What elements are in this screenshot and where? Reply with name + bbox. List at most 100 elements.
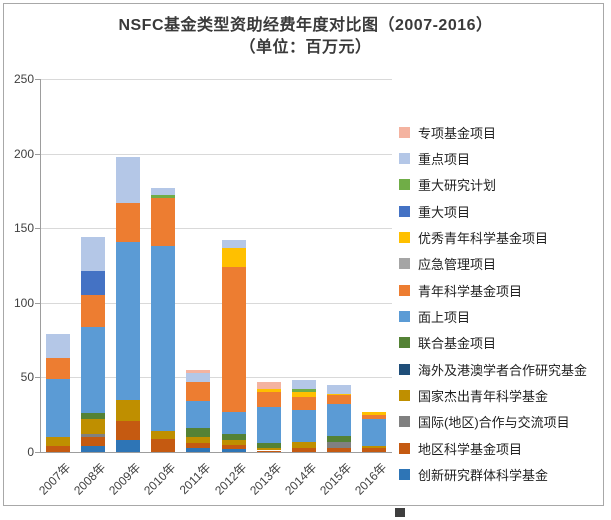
bar-segment — [327, 384, 352, 394]
bar-segment — [116, 241, 140, 400]
bar-segment — [221, 449, 246, 452]
legend-label: 海外及港澳学者合作研究基金 — [418, 362, 588, 378]
bar-segment — [362, 414, 387, 420]
y-axis-line — [40, 79, 41, 452]
bar-segment — [327, 441, 352, 448]
bar-segment — [116, 399, 140, 421]
bar-segment — [292, 447, 316, 452]
bar-segment — [80, 419, 105, 435]
bar-segment — [151, 198, 176, 247]
y-tick-mark — [35, 153, 40, 155]
bar-segment — [116, 202, 140, 242]
bar-segment — [116, 420, 140, 441]
legend-swatch — [399, 126, 410, 138]
bar-segment — [362, 446, 387, 448]
chart-subtitle: （单位：百万元） — [239, 39, 372, 56]
bar-segment — [256, 443, 281, 448]
bar-segment — [186, 381, 211, 402]
legend-item: 应急管理项目 — [399, 251, 587, 277]
bar-segment — [362, 419, 387, 447]
chart-legend: 专项基金项目 重点项目 重大研究计划 重大项目 优秀青年科学基金项目 应急管理项目 青年科学… — [399, 119, 587, 488]
bar-segment — [80, 446, 105, 452]
bar-segment — [151, 246, 176, 432]
bar-segment — [116, 440, 140, 452]
gridline-150 — [40, 228, 392, 230]
gridline-100 — [40, 302, 392, 304]
legend-label: 创新研究群体科学基金 — [418, 467, 549, 483]
legend-swatch — [399, 337, 410, 349]
bar-segment — [362, 411, 387, 415]
bar-segment — [186, 369, 211, 373]
bar-segment — [45, 446, 70, 452]
legend-swatch — [399, 231, 410, 243]
bar-segment — [80, 237, 105, 272]
legend-label: 重点项目 — [418, 151, 471, 167]
bar-segment — [362, 447, 387, 452]
bar-segment — [45, 358, 70, 379]
bar-segment — [221, 247, 246, 267]
bar-segment — [151, 195, 176, 199]
bar-segment — [151, 431, 176, 439]
bar-segment — [186, 447, 211, 452]
legend-swatch — [399, 389, 410, 401]
y-axis-label: 200 — [13, 146, 34, 161]
gridline-50 — [40, 377, 392, 379]
legend-item: 地区科学基金项目 — [399, 435, 587, 461]
y-tick-mark — [35, 452, 40, 453]
legend-item: 专项基金项目 — [399, 119, 587, 145]
chart-title: NSFC基金类型资助经费年度对比图（2007-2016） — [118, 17, 493, 34]
legend-swatch — [399, 468, 410, 480]
bar-segment — [116, 156, 140, 203]
legend-label: 面上项目 — [418, 309, 471, 325]
legend-item: 国家杰出青年科学基金 — [399, 382, 587, 408]
legend-label: 重大项目 — [418, 204, 471, 220]
legend-swatch — [399, 205, 410, 217]
y-axis-label: 150 — [13, 221, 34, 236]
y-tick-mark — [35, 302, 40, 304]
legend-swatch — [399, 416, 410, 428]
legend-item: 重大研究计划 — [399, 172, 587, 198]
y-tick-mark — [35, 228, 40, 230]
bar-segment — [256, 392, 281, 408]
legend-swatch — [399, 442, 410, 454]
legend-swatch — [399, 179, 410, 191]
legend-item: 海外及港澳学者合作研究基金 — [399, 356, 587, 382]
y-axis-label: 100 — [13, 295, 34, 310]
bar-segment — [256, 389, 281, 393]
bar-segment — [80, 437, 105, 447]
bar-segment — [45, 378, 70, 438]
bar-segment — [292, 441, 316, 448]
legend-label: 重大研究计划 — [418, 178, 497, 194]
bar-segment — [292, 392, 316, 397]
bar-segment — [221, 434, 246, 441]
bar-segment — [221, 240, 246, 248]
bar-segment — [221, 440, 246, 445]
bar-segment — [186, 428, 211, 438]
bar-segment — [45, 437, 70, 447]
bar-segment — [256, 407, 281, 444]
bar-segment — [80, 295, 105, 327]
legend-swatch — [399, 363, 410, 375]
bar-segment — [256, 447, 281, 451]
legend-item: 重点项目 — [399, 145, 587, 171]
bar-segment — [80, 413, 105, 420]
bar-segment — [186, 443, 211, 448]
bar-segment — [256, 381, 281, 390]
bar-segment — [80, 271, 105, 296]
bar-segment — [292, 410, 316, 442]
legend-item: 面上项目 — [399, 303, 587, 329]
bar-segment — [292, 389, 316, 393]
legend-item: 优秀青年科学基金项目 — [399, 224, 587, 250]
bar-segment — [327, 395, 352, 405]
legend-label: 专项基金项目 — [418, 125, 497, 141]
legend-swatch — [399, 258, 410, 270]
bar-segment — [221, 411, 246, 435]
legend-swatch — [399, 310, 410, 322]
legend-label: 国际(地区)合作与交流项目 — [418, 415, 570, 431]
gridline-200 — [40, 153, 392, 155]
bar-segment — [151, 438, 176, 452]
legend-swatch — [399, 284, 410, 296]
bar-segment — [186, 401, 211, 429]
legend-item: 国际(地区)合作与交流项目 — [399, 409, 587, 435]
